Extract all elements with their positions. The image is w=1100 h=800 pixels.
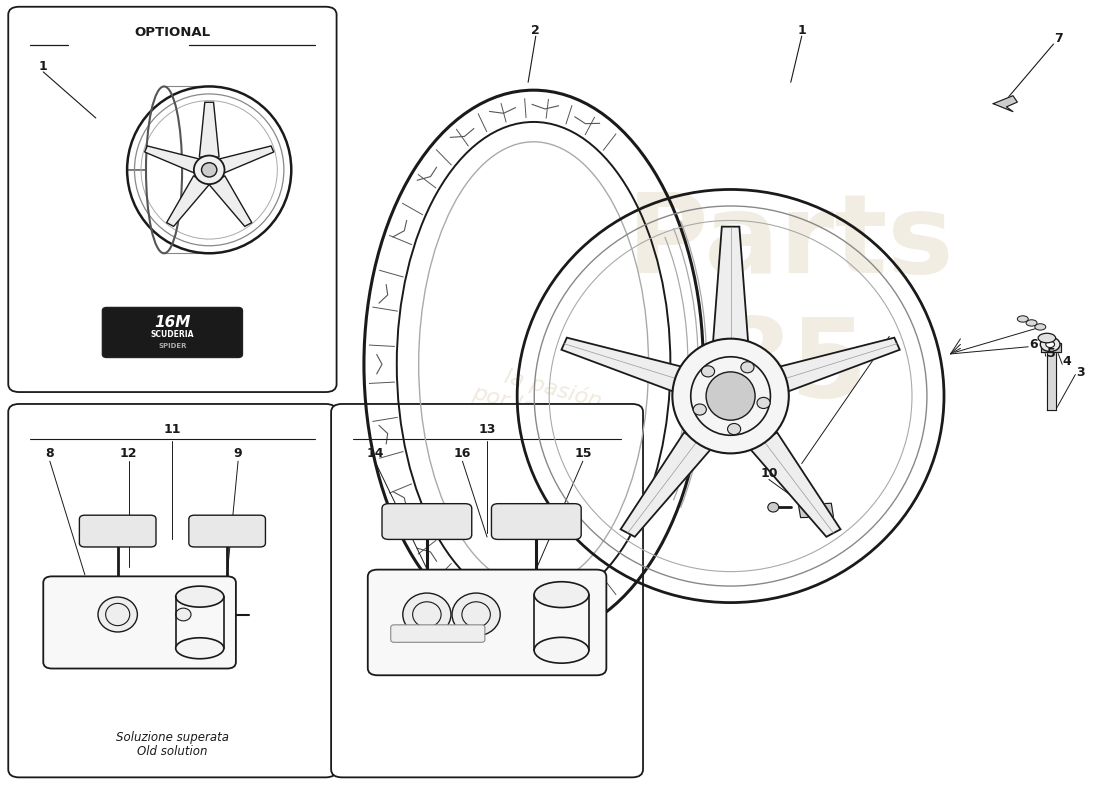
Text: 1: 1 [798,24,806,37]
Ellipse shape [1035,324,1046,330]
Ellipse shape [672,338,789,454]
Text: 5: 5 [1047,347,1056,361]
FancyBboxPatch shape [390,625,485,642]
FancyBboxPatch shape [331,404,644,778]
Polygon shape [778,338,900,391]
Polygon shape [749,433,840,537]
Polygon shape [993,96,1018,112]
Text: 4: 4 [1063,355,1071,368]
Text: 14: 14 [366,446,384,460]
Ellipse shape [201,162,217,177]
Ellipse shape [741,362,754,373]
Polygon shape [166,176,209,226]
Ellipse shape [727,423,740,434]
FancyBboxPatch shape [102,307,242,358]
Ellipse shape [1038,334,1056,342]
Text: 11: 11 [164,423,182,436]
Text: 6: 6 [1030,338,1038,351]
Ellipse shape [176,638,224,658]
FancyBboxPatch shape [8,6,337,392]
Polygon shape [561,338,683,391]
Text: 9: 9 [234,446,242,460]
Text: 2: 2 [531,24,540,37]
Ellipse shape [535,638,589,663]
Text: 13: 13 [478,423,496,436]
Text: 10: 10 [760,466,778,479]
Ellipse shape [1046,342,1055,347]
Ellipse shape [452,593,500,636]
Text: 16: 16 [454,446,471,460]
Text: 1: 1 [39,60,47,73]
Ellipse shape [693,404,706,415]
Text: 16M: 16M [154,315,190,330]
Ellipse shape [706,372,755,420]
Ellipse shape [768,502,779,512]
Ellipse shape [403,593,451,636]
Polygon shape [778,338,900,391]
Polygon shape [749,433,840,537]
Ellipse shape [176,586,224,607]
Polygon shape [1047,352,1056,410]
Polygon shape [620,433,713,537]
Polygon shape [1042,342,1062,352]
Ellipse shape [757,398,770,409]
FancyBboxPatch shape [79,515,156,547]
Ellipse shape [98,597,138,632]
FancyBboxPatch shape [43,576,235,669]
Text: 15: 15 [574,446,592,460]
FancyBboxPatch shape [189,515,265,547]
Text: SPIDER: SPIDER [158,343,187,349]
Text: Old solution: Old solution [138,746,208,758]
Text: OPTIONAL: OPTIONAL [134,26,210,38]
Ellipse shape [194,155,224,184]
Text: Parts
85: Parts 85 [627,190,955,420]
Ellipse shape [1026,320,1037,326]
Text: 3: 3 [1077,366,1085,378]
Polygon shape [620,433,713,537]
Text: 8: 8 [45,446,54,460]
Ellipse shape [1041,338,1060,351]
FancyBboxPatch shape [492,504,581,539]
Ellipse shape [702,366,715,377]
Polygon shape [713,226,748,342]
Polygon shape [144,146,200,173]
Text: 12: 12 [120,446,138,460]
Polygon shape [799,503,834,518]
Ellipse shape [1018,316,1028,322]
Polygon shape [209,176,252,226]
Text: SCUDERIA: SCUDERIA [151,330,195,339]
Polygon shape [219,146,274,173]
Ellipse shape [535,582,589,607]
FancyBboxPatch shape [367,570,606,675]
Polygon shape [713,226,748,342]
Text: la pasión
por las piezas: la pasión por las piezas [470,358,630,442]
Polygon shape [561,338,683,391]
Ellipse shape [176,608,191,621]
Text: Soluzione superata: Soluzione superata [116,731,229,744]
FancyBboxPatch shape [382,504,472,539]
Polygon shape [199,102,219,157]
Text: 7: 7 [1055,32,1064,45]
FancyBboxPatch shape [8,404,337,778]
